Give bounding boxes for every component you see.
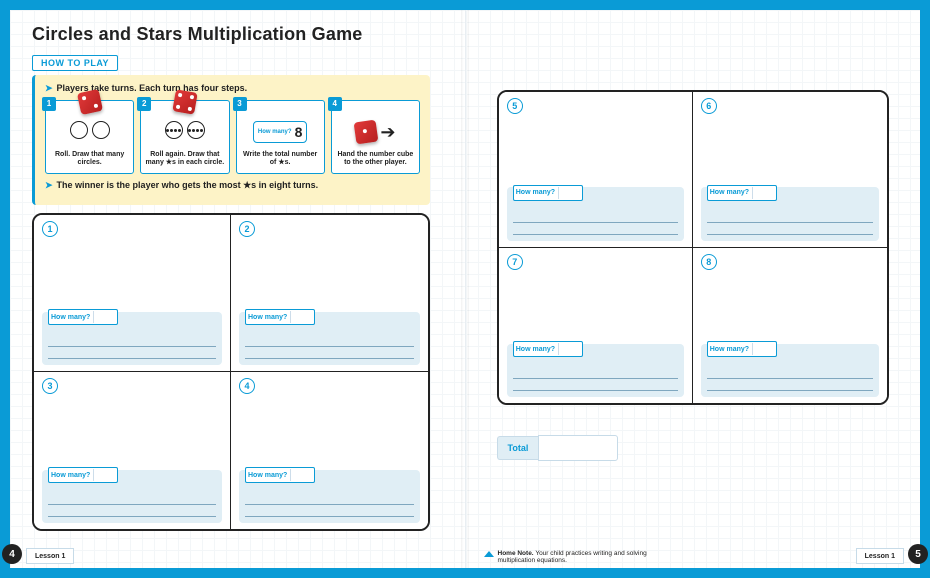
footer: 4 Lesson 1 [10, 546, 465, 568]
answer-field[interactable]: How many? [701, 344, 879, 398]
footer: Home Note. Your child practices writing … [466, 546, 921, 568]
turn-badge: 8 [701, 254, 717, 270]
lesson-tab: Lesson 1 [856, 548, 904, 564]
answer-field[interactable]: How many? [507, 187, 684, 241]
turn-cell[interactable]: 8 How many? [693, 248, 887, 404]
answer-field[interactable]: How many? [239, 470, 420, 524]
step-3: 3 How many? 8 Write the total number of … [236, 100, 325, 174]
total-row: Total [497, 435, 899, 461]
die-icon [77, 89, 103, 115]
chevron-icon: ➤ [45, 83, 53, 93]
turns-grid-right: 5 How many? 6 How many? 7 How many? [497, 90, 889, 405]
circles-dots [165, 121, 205, 139]
arrow-icon: ➔ [380, 122, 395, 143]
turn-cell[interactable]: 3 How many? [34, 372, 231, 529]
turn-cell[interactable]: 4 How many? [231, 372, 428, 529]
lesson-tab: Lesson 1 [26, 548, 74, 564]
howto-tag: HOW TO PLAY [32, 55, 118, 71]
step-num-badge: 1 [42, 97, 56, 111]
turns-grid-left: 1 How many? 2 How many? 3 How many? [32, 213, 430, 531]
step-num-badge: 4 [328, 97, 342, 111]
step-4: 4 ➔ Hand the number cube to the other pl… [331, 100, 420, 174]
page-left: Circles and Stars Multiplication Game HO… [10, 10, 466, 568]
step-caption: Hand the number cube to the other player… [336, 151, 415, 167]
circles-empty [70, 121, 110, 139]
die-icon [172, 89, 197, 114]
total-label: Total [497, 436, 539, 460]
turn-cell[interactable]: 7 How many? [499, 248, 693, 404]
turn-cell[interactable]: 6 How many? [693, 92, 887, 248]
turn-badge: 7 [507, 254, 523, 270]
howto-lead: ➤Players take turns. Each turn has four … [45, 83, 420, 94]
answer-field[interactable]: How many? [42, 312, 222, 366]
howmany-example: How many? 8 [253, 121, 307, 143]
page-number: 5 [908, 544, 928, 564]
howmany-label: How many? [513, 341, 583, 357]
howmany-label: How many? [513, 185, 583, 201]
step-2: 2 Roll again. Draw that many ★s in each … [140, 100, 229, 174]
turn-badge: 1 [42, 221, 58, 237]
turn-cell[interactable]: 1 How many? [34, 215, 231, 372]
step-caption: Write the total number of ★s. [241, 151, 320, 167]
chevron-icon: ➤ [45, 180, 53, 190]
turn-badge: 6 [701, 98, 717, 114]
page-title: Circles and Stars Multiplication Game [32, 24, 443, 45]
page-number: 4 [2, 544, 22, 564]
howmany-label: How many? [245, 467, 315, 483]
turn-badge: 5 [507, 98, 523, 114]
turn-badge: 3 [42, 378, 58, 394]
step-1: 1 Roll. Draw that many circles. [45, 100, 134, 174]
answer-field[interactable]: How many? [701, 187, 879, 241]
howmany-label: How many? [48, 309, 118, 325]
answer-field[interactable]: How many? [239, 312, 420, 366]
page-right: 5 How many? 6 How many? 7 How many? [466, 10, 921, 568]
howmany-label: How many? [707, 185, 777, 201]
answer-field[interactable]: How many? [42, 470, 222, 524]
step-caption: Roll. Draw that many circles. [50, 151, 129, 167]
step-caption: Roll again. Draw that many ★s in each ci… [145, 151, 224, 167]
spread: Circles and Stars Multiplication Game HO… [10, 10, 920, 568]
howto-box: ➤Players take turns. Each turn has four … [32, 75, 430, 205]
turn-cell[interactable]: 2 How many? [231, 215, 428, 372]
home-icon [484, 551, 494, 557]
steps-row: 1 Roll. Draw that many circles. 2 [45, 100, 420, 174]
howmany-label: How many? [245, 309, 315, 325]
howmany-label: How many? [707, 341, 777, 357]
step-num-badge: 3 [233, 97, 247, 111]
home-note: Home Note. Your child practices writing … [484, 550, 654, 564]
turn-badge: 2 [239, 221, 255, 237]
step-num-badge: 2 [137, 97, 151, 111]
turn-badge: 4 [239, 378, 255, 394]
total-input[interactable] [538, 435, 618, 461]
turn-cell[interactable]: 5 How many? [499, 92, 693, 248]
howto-winner: ➤The winner is the player who gets the m… [45, 180, 420, 191]
die-icon [354, 120, 379, 145]
answer-field[interactable]: How many? [507, 344, 684, 398]
howmany-label: How many? [48, 467, 118, 483]
